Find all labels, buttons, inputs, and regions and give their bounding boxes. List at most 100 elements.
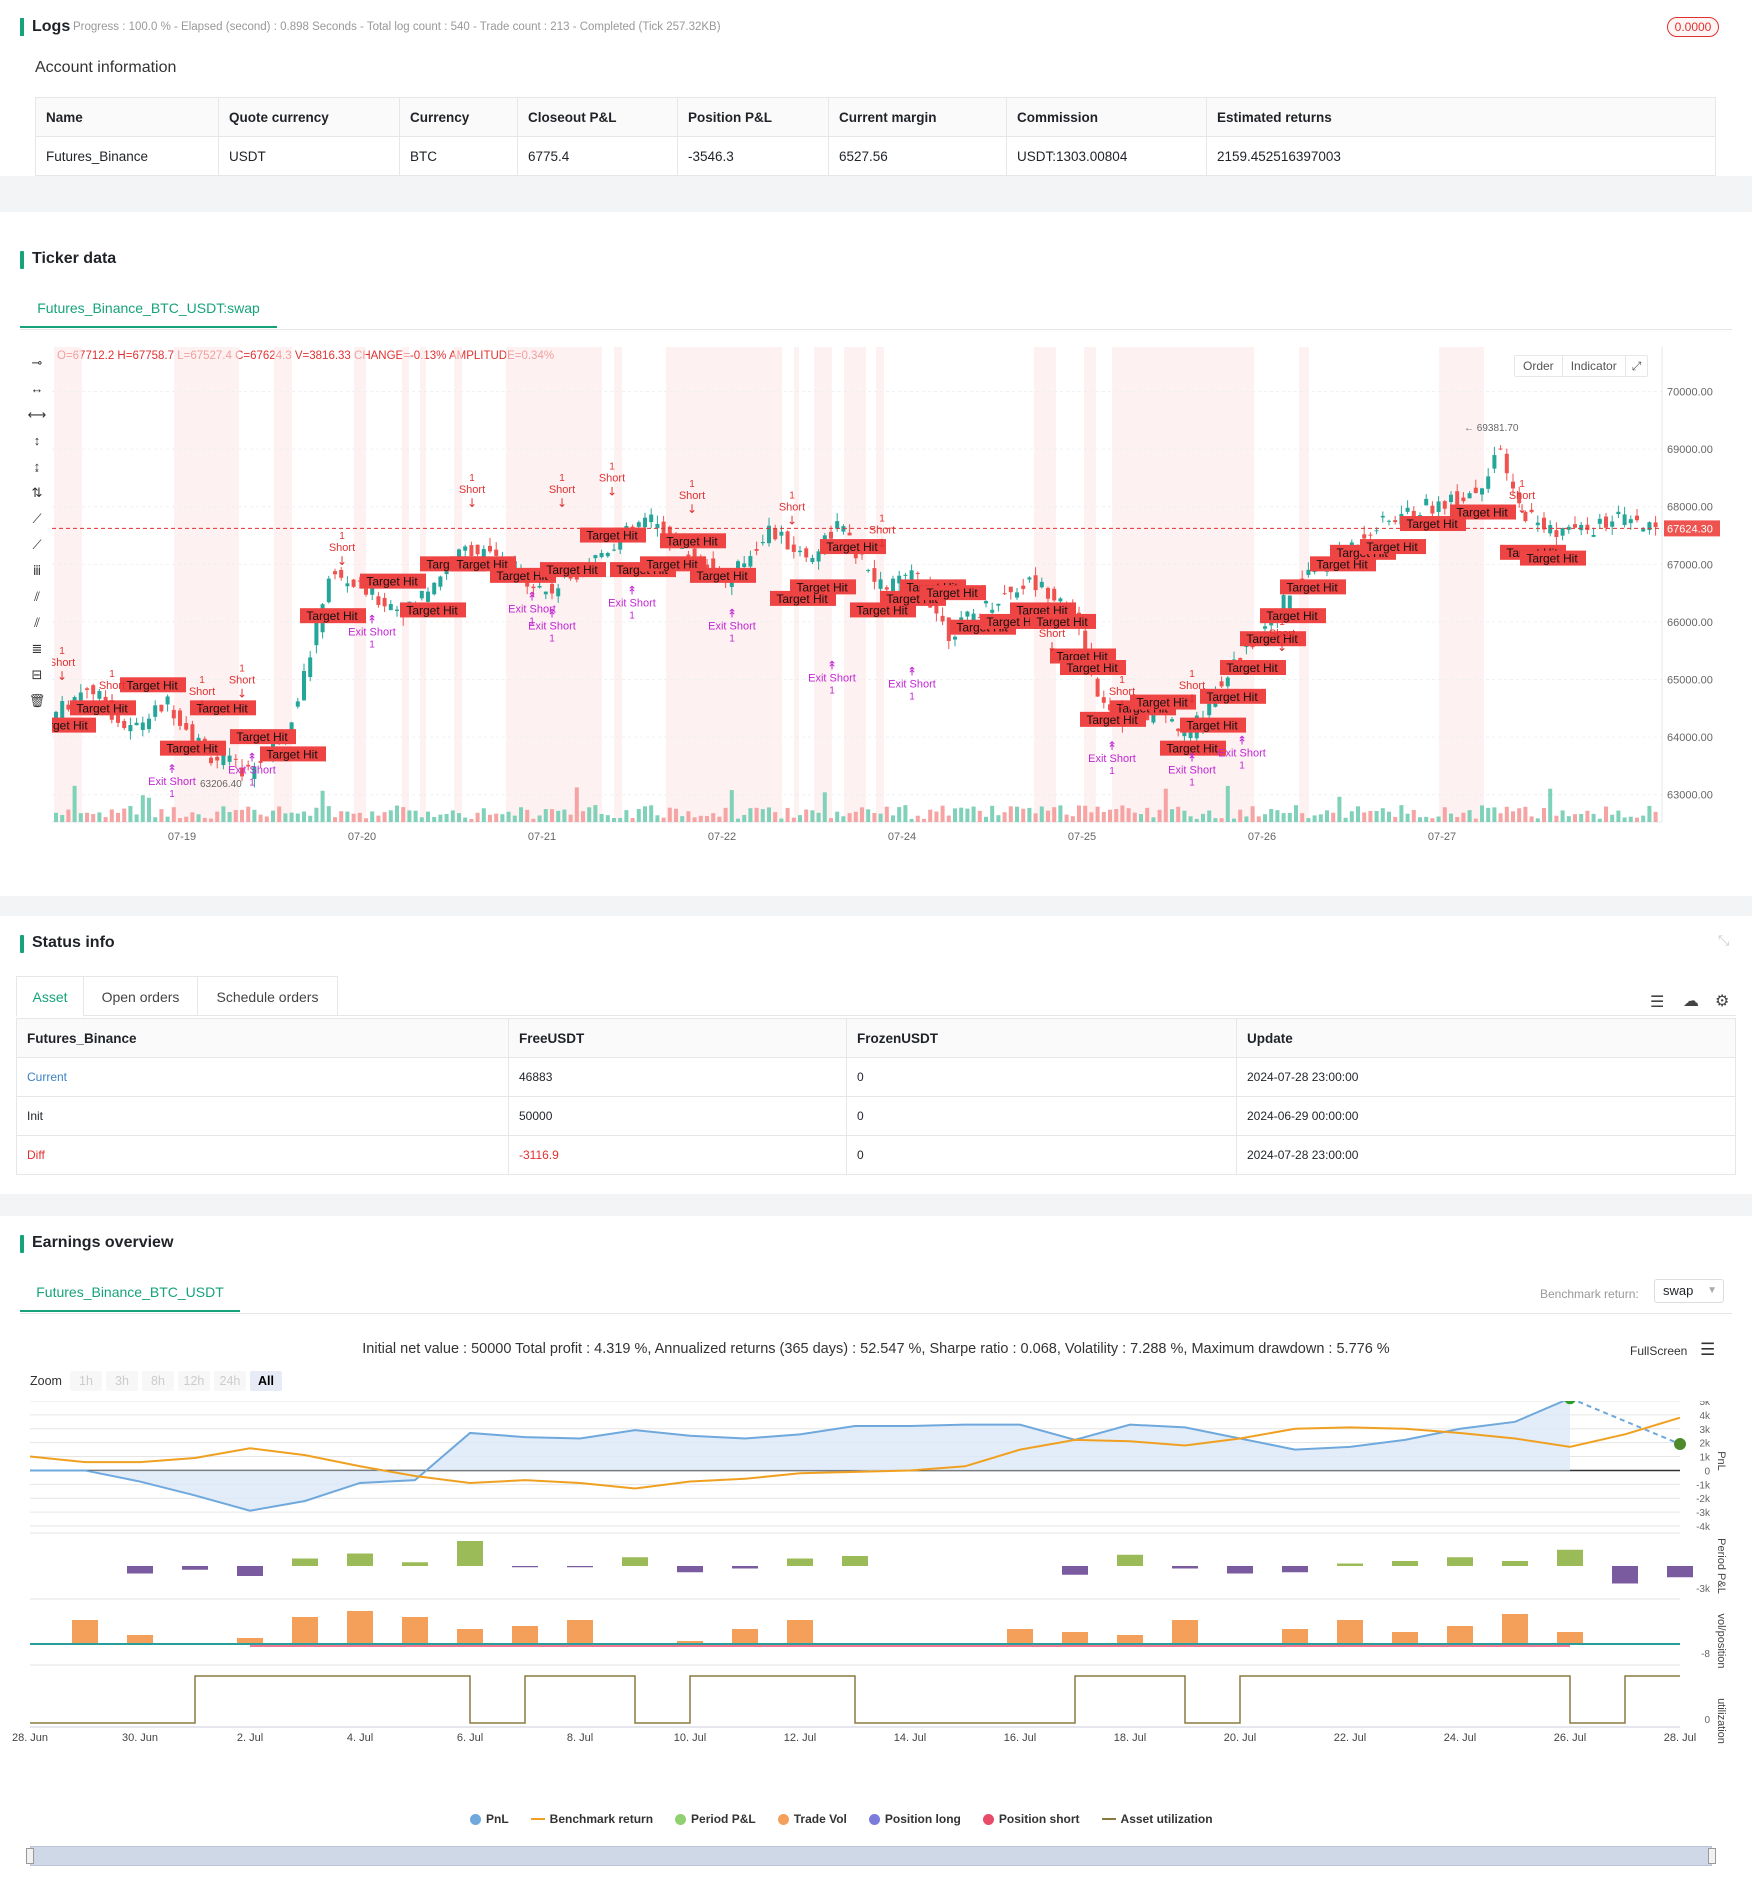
ray-icon[interactable]: ↔: [30, 381, 44, 396]
volume-bar: [754, 807, 759, 822]
earnings-tab[interactable]: Futures_Binance_BTC_USDT: [20, 1272, 240, 1312]
legend-item[interactable]: Position long: [868, 1810, 961, 1828]
volume-bar: [1287, 812, 1292, 822]
volume-bar: [965, 808, 970, 822]
ticker-tab[interactable]: Futures_Binance_BTC_USDT:swap: [20, 288, 277, 328]
volume-bar: [1052, 807, 1057, 822]
indicator-button[interactable]: Indicator: [1563, 356, 1626, 376]
target-hit-box: [690, 567, 756, 583]
navigator-handle-left[interactable]: [26, 1848, 34, 1864]
zoom-1h[interactable]: 1h: [69, 1371, 102, 1391]
target-hit-box: [260, 746, 326, 762]
tab-open-orders[interactable]: Open orders: [84, 976, 198, 1016]
candle-body: [1418, 515, 1422, 517]
parallel-channel-icon[interactable]: ⫽: [34, 615, 40, 630]
horizontal-line-icon[interactable]: ⊸: [31, 355, 43, 370]
candle-body: [705, 564, 709, 569]
candlestick-chart[interactable]: 70000.00 69000.00 68000.00 67000.00 66000.00…: [52, 347, 1752, 867]
candle-body: [1083, 630, 1088, 657]
volume-bar: [450, 810, 455, 822]
volume-bar: [320, 790, 325, 822]
fullscreen-button[interactable]: FullScreen: [1630, 1344, 1688, 1358]
gear-icon[interactable]: ⚙: [1715, 993, 1730, 1010]
zoom-3h[interactable]: 3h: [105, 1371, 138, 1391]
volume-bar: [953, 808, 957, 822]
candle-body: [543, 591, 548, 595]
legend-item[interactable]: Asset utilization: [1101, 1810, 1213, 1828]
ticker-title: Ticker data: [20, 250, 116, 269]
navigator-handle-right[interactable]: [1708, 1848, 1716, 1864]
candle-body: [1145, 713, 1150, 721]
target-hit-label: Target Hit: [1186, 719, 1238, 733]
price-range-icon[interactable]: ⫽: [34, 589, 40, 604]
vertical-line-icon[interactable]: ↕: [33, 433, 41, 448]
volume-bar: [66, 809, 71, 822]
candle-body: [209, 757, 213, 764]
menu-icon[interactable]: ☰: [1700, 1340, 1716, 1359]
zoom-12h[interactable]: 12h: [177, 1371, 210, 1391]
ruler-icon[interactable]: ⅲ: [32, 563, 42, 578]
benchmark-select[interactable]: swap ▼: [1654, 1279, 1724, 1303]
target-hit-label: Target Hit: [196, 701, 248, 715]
vol-tick-label: -8: [1701, 1649, 1710, 1660]
candle-body: [798, 550, 802, 553]
exit-qty-label: 1: [1189, 778, 1195, 789]
asset-cell: Diff: [16, 1135, 509, 1175]
fullscreen-icon[interactable]: ⤢: [1631, 359, 1642, 373]
volume-bar: [934, 811, 939, 822]
exit-qty-label: 1: [369, 639, 375, 650]
cloud-download-icon[interactable]: ☁: [1683, 993, 1699, 1010]
arrow-icon[interactable]: ⇅: [31, 485, 43, 500]
legend-item[interactable]: PnL: [470, 1810, 509, 1828]
zoom-All[interactable]: All: [249, 1371, 282, 1391]
volume-bar: [60, 815, 65, 822]
zoom-8h[interactable]: 8h: [141, 1371, 174, 1391]
volume-bar: [537, 815, 542, 822]
pnl-tick-label: -2k: [1696, 1494, 1711, 1505]
logs-badge[interactable]: 0.0000: [1667, 17, 1719, 37]
volume-bar: [1101, 812, 1106, 822]
trade-vol-bar: [567, 1620, 593, 1644]
vertical-segment-icon[interactable]: ↨: [33, 459, 41, 474]
list-icon[interactable]: ☰: [1650, 994, 1665, 1011]
legend-item[interactable]: Period P&L: [675, 1810, 756, 1828]
status-title: Status info: [20, 934, 115, 953]
segment-icon[interactable]: ⟋: [32, 537, 42, 552]
zoom-24h[interactable]: 24h: [213, 1371, 246, 1391]
extended-line-icon[interactable]: ⟷: [27, 407, 47, 422]
order-button[interactable]: Order: [1515, 356, 1563, 376]
candle-body: [605, 552, 610, 557]
candle-body: [1046, 587, 1050, 599]
volume-bar: [1064, 814, 1069, 822]
volume-bar: [773, 812, 778, 822]
trend-line-icon[interactable]: ⟋: [32, 511, 42, 526]
exit-qty-label: 1: [1109, 766, 1115, 777]
volume-bar: [134, 814, 139, 822]
fib-icon[interactable]: ≣: [31, 641, 43, 656]
volume-bar: [667, 807, 672, 822]
tab-schedule-orders[interactable]: Schedule orders: [198, 976, 338, 1016]
legend-item[interactable]: Position short: [982, 1810, 1080, 1828]
legend-item[interactable]: Trade Vol: [777, 1810, 847, 1828]
target-hit-label: Target Hit: [1366, 540, 1418, 554]
pnl-tick-label: -1k: [1696, 1480, 1711, 1491]
tab-asset[interactable]: Asset: [16, 976, 84, 1017]
legend-item[interactable]: Benchmark return: [530, 1810, 653, 1828]
short-period-band: [1084, 347, 1096, 822]
volume-bar: [977, 810, 982, 822]
candle-body: [1535, 522, 1540, 526]
current-price-label: 67624.30: [1667, 523, 1713, 535]
target-hit-box: [1260, 608, 1326, 624]
short-arrow-icon: ↓: [1117, 698, 1127, 712]
navigator[interactable]: [30, 1846, 1712, 1866]
eraser-icon[interactable]: ⊟: [31, 667, 43, 682]
short-qty-label: 1: [199, 675, 205, 686]
x-tick-label: 22. Jul: [1334, 1732, 1366, 1744]
candle-body: [1548, 525, 1553, 534]
exit-short-label: Exit Short: [1088, 753, 1136, 765]
collapse-icon[interactable]: ⤡: [1718, 932, 1730, 948]
trash-icon[interactable]: 🗑: [28, 693, 46, 708]
earnings-chart[interactable]: 5k 4k 3k 2k 1k 0 -1k -2k -3k -4k PnL Period P&L vol/…: [0, 1401, 1752, 1781]
candle-body: [996, 603, 1001, 606]
volume-bar: [488, 814, 492, 822]
